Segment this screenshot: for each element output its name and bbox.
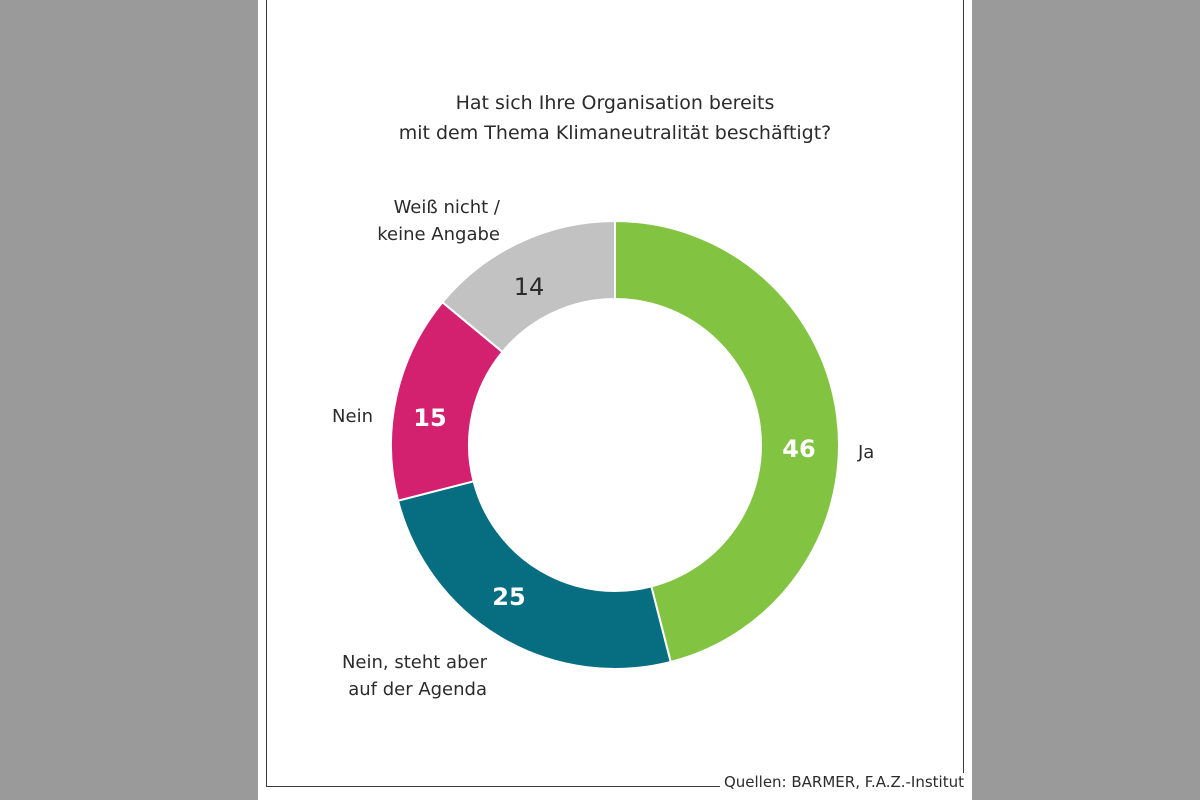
category-label-3-line-1: Nein <box>332 406 373 427</box>
category-label-1-line-1: Ja <box>857 442 874 463</box>
chart-panel: Hat sich Ihre Organisation bereits mit d… <box>258 0 972 800</box>
chart-frame <box>266 0 964 787</box>
value-label-3: 15 <box>413 404 446 432</box>
value-label-2: 25 <box>492 583 525 611</box>
chart-title: Hat sich Ihre Organisation bereits mit d… <box>258 88 972 148</box>
donut-chart: 46 25 15 14 Ja Nein, steht aber auf der Agenda… <box>332 197 874 700</box>
source-note: Quellen: BARMER, F.A.Z.-Institut <box>719 773 966 791</box>
value-label-4: 14 <box>514 273 545 301</box>
category-label-4-line-1: Weiß nicht / <box>394 197 501 218</box>
category-label-2-line-1: Nein, steht aber <box>342 652 488 673</box>
chart-title-line-2: mit dem Thema Klimaneutralität beschäfti… <box>398 122 832 144</box>
chart-title-line-1: Hat sich Ihre Organisation bereits <box>455 92 775 114</box>
category-label-4-line-2: keine Angabe <box>377 224 500 245</box>
category-label-1: Ja <box>857 442 874 463</box>
category-label-2: Nein, steht aber auf der Agenda <box>342 652 488 700</box>
donut-segment-4 <box>440 219 616 354</box>
category-label-2-line-2: auf der Agenda <box>348 679 487 700</box>
category-label-3: Nein <box>332 406 373 427</box>
donut-segment-1 <box>614 219 840 664</box>
category-label-4: Weiß nicht / keine Angabe <box>377 197 501 245</box>
donut-segment-2 <box>396 480 672 670</box>
value-label-1: 46 <box>782 435 815 463</box>
